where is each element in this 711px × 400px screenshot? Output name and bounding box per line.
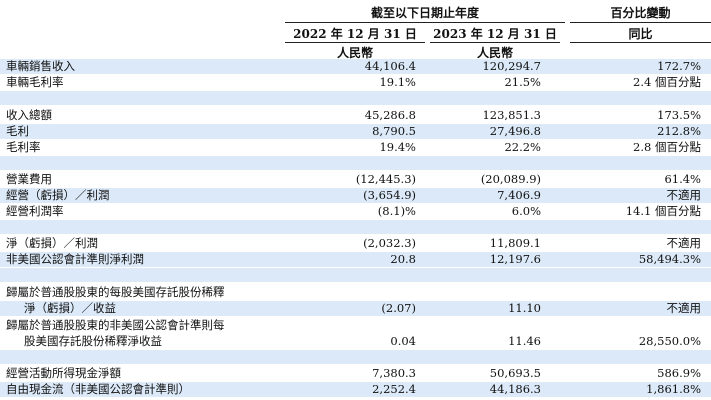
row-label: 車輛毛利率	[6, 75, 64, 89]
value-2022: 2,252.4	[372, 382, 416, 396]
spacer-band	[0, 350, 711, 364]
value-2022: (2,032.3)	[363, 236, 416, 250]
period-title: 截至以下日期止年度	[370, 6, 479, 20]
table-row: 經營（虧損）／利潤 (3,654.9) 7,406.9 不適用	[0, 188, 711, 203]
value-2023: 7,406.9	[497, 188, 541, 202]
value-2022: (12,445.3)	[355, 172, 416, 186]
value-change: 172.7%	[657, 59, 701, 73]
table-row-label-line: 歸屬於普通股股東的每股美國存託股份稀釋	[0, 285, 711, 300]
value-change: 212.8%	[657, 124, 701, 138]
col-2023-unit: 人民幣	[476, 46, 513, 60]
value-change: 61.4%	[664, 172, 701, 186]
row-label-continued: 股美國存託股份稀釋淨收益	[24, 334, 162, 348]
table-row: 營業費用 (12,445.3) (20,089.9) 61.4%	[0, 172, 711, 187]
row-label: 毛利率	[6, 140, 41, 154]
value-change: 58,494.3%	[638, 252, 701, 266]
value-change: 2.4 個百分點	[633, 75, 701, 89]
table-row: 股美國存託股份稀釋淨收益 0.04 11.46 28,550.0%	[0, 334, 711, 349]
value-2023: 6.0%	[511, 204, 541, 218]
value-change: 28,550.0%	[638, 334, 701, 348]
table-row: 收入總額 45,286.8 123,851.3 173.5%	[0, 108, 711, 123]
table-row: 非美國公認會計準則淨利潤 20.8 12,197.6 58,494.3%	[0, 252, 711, 267]
col-2022-date: 2022 年 12 月 31 日	[293, 27, 417, 41]
header-rule-yoy	[570, 42, 711, 43]
value-change: 14.1 個百分點	[625, 204, 701, 218]
row-label: 非美國公認會計準則淨利潤	[6, 252, 144, 266]
row-label: 歸屬於普通股股東的每股美國存託股份稀釋	[6, 285, 225, 299]
row-label: 自由現金流（非美國公認會計準則）	[6, 382, 190, 396]
value-2022: 19.4%	[379, 140, 416, 154]
value-change: 173.5%	[657, 108, 701, 122]
spacer-band	[0, 220, 711, 234]
value-2023: 12,197.6	[489, 252, 541, 266]
value-2023: 21.5%	[504, 75, 541, 89]
value-2022: 19.1%	[379, 75, 416, 89]
header-rule-2022	[285, 42, 425, 43]
table-row: 經營利潤率 (8.1)% 6.0% 14.1 個百分點	[0, 204, 711, 219]
value-2022: 7,380.3	[372, 366, 416, 380]
value-2023: 11.46	[508, 334, 541, 348]
row-label: 車輛銷售收入	[6, 59, 75, 73]
value-change: 不適用	[666, 301, 702, 315]
table-row: 淨（虧損）／收益 (2.07) 11.10 不適用	[0, 301, 711, 316]
table-row: 毛利 8,790.5 27,496.8 212.8%	[0, 124, 711, 139]
value-2023: 44,186.3	[489, 382, 541, 396]
change-sub-header: 同比	[628, 27, 653, 41]
table-row-label-line: 歸屬於普通股股東的非美國公認會計準則每	[0, 318, 711, 333]
value-change: 不適用	[666, 236, 702, 250]
value-2022: 44,106.4	[364, 59, 416, 73]
header-rule-period	[285, 22, 565, 23]
spacer-band	[0, 156, 711, 170]
row-label: 營業費用	[6, 172, 52, 186]
table-row: 車輛毛利率 19.1% 21.5% 2.4 個百分點	[0, 75, 711, 90]
value-2023: 120,294.7	[482, 59, 541, 73]
table-row: 自由現金流（非美國公認會計準則） 2,252.4 44,186.3 1,861.…	[0, 382, 711, 397]
row-label: 淨（虧損）／利潤	[6, 236, 98, 250]
value-change: 不適用	[666, 188, 702, 202]
row-label: 收入總額	[6, 108, 52, 122]
header-rule-2023	[430, 42, 560, 43]
header-rule-change	[570, 22, 711, 23]
row-label: 歸屬於普通股股東的非美國公認會計準則每	[6, 318, 225, 332]
row-label-continued: 淨（虧損）／收益	[24, 301, 116, 315]
value-2022: 45,286.8	[364, 108, 416, 122]
spacer-band	[0, 91, 711, 105]
value-2022: (2.07)	[381, 301, 416, 315]
table-header-row-1: 截至以下日期止年度 百分比變動	[0, 4, 711, 20]
col-2023-date: 2023 年 12 月 31 日	[433, 27, 557, 41]
table-row: 經營活動所得現金淨額 7,380.3 50,693.5 586.9%	[0, 366, 711, 381]
value-2023: 22.2%	[504, 140, 541, 154]
value-2022: (8.1)%	[377, 204, 416, 218]
table-header-row-2: 2022 年 12 月 31 日 2023 年 12 月 31 日 同比	[0, 25, 711, 41]
value-2022: 20.8	[390, 252, 416, 266]
value-change: 2.8 個百分點	[633, 140, 701, 154]
value-2022: (3,654.9)	[363, 188, 416, 202]
value-2023: 50,693.5	[489, 366, 541, 380]
col-2022-unit: 人民幣	[336, 46, 373, 60]
value-2022: 0.04	[390, 334, 416, 348]
value-2023: 123,851.3	[482, 108, 541, 122]
table-header-row-3: 人民幣 人民幣	[0, 44, 711, 60]
row-label: 經營（虧損）／利潤	[6, 188, 110, 202]
change-title: 百分比變動	[610, 6, 671, 20]
value-change: 586.9%	[657, 366, 701, 380]
row-label: 經營利潤率	[6, 204, 64, 218]
value-2023: 11.10	[508, 301, 541, 315]
value-2023: (20,089.9)	[480, 172, 541, 186]
row-label: 毛利	[6, 124, 29, 138]
value-2023: 27,496.8	[489, 124, 541, 138]
value-2023: 11,809.1	[489, 236, 541, 250]
row-label: 經營活動所得現金淨額	[6, 366, 121, 380]
table-row: 淨（虧損）／利潤 (2,032.3) 11,809.1 不適用	[0, 236, 711, 251]
spacer-band	[0, 268, 711, 282]
table-row: 車輛銷售收入 44,106.4 120,294.7 172.7%	[0, 59, 711, 74]
value-change: 1,861.8%	[646, 382, 701, 396]
table-row: 毛利率 19.4% 22.2% 2.8 個百分點	[0, 140, 711, 155]
value-2022: 8,790.5	[372, 124, 416, 138]
